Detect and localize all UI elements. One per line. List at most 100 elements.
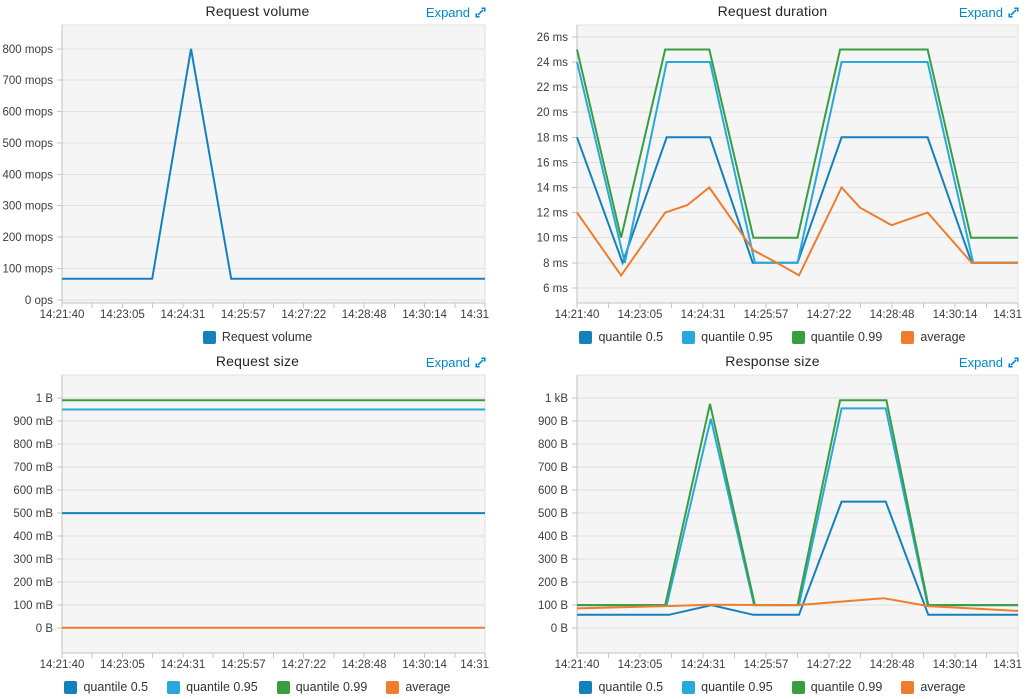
y-tick-label: 10 ms — [537, 233, 569, 245]
x-tick-label: 14:23:05 — [618, 309, 663, 321]
legend-label: quantile 0.95 — [701, 330, 773, 344]
legend-item-quantile-0.99[interactable]: quantile 0.99 — [276, 680, 368, 694]
legend-swatch — [386, 680, 400, 694]
series-line-quantile-0.99 — [576, 48, 1018, 239]
y-tick-label: 500 mops — [2, 138, 53, 150]
x-tick-label: 14:25:57 — [744, 309, 789, 321]
y-tick-label: 14 ms — [537, 183, 569, 195]
legend-label: quantile 0.95 — [186, 680, 258, 694]
y-tick-label: 200 mops — [2, 232, 53, 244]
y-tick-label: 400 B — [538, 531, 568, 543]
expand-link[interactable]: Expand — [426, 355, 487, 370]
legend-swatch — [579, 680, 593, 694]
series-line-average — [576, 597, 1019, 612]
chart-title: Request size — [215, 353, 300, 369]
y-tick-label: 20 ms — [537, 107, 569, 119]
series-line-quantile-0.5 — [577, 500, 1018, 616]
chart-panel-request-duration: Request duration Expand 6 ms 8 ms 10 ms 12 … — [515, 0, 1030, 350]
y-tick-label: 700 B — [538, 462, 568, 474]
legend-item-quantile-0.5[interactable]: quantile 0.5 — [64, 680, 148, 694]
x-tick-label: 14:21:40 — [40, 309, 85, 321]
x-tick-label: 14:28:48 — [342, 309, 387, 321]
x-tick-label: 14:31 — [993, 309, 1022, 321]
legend-swatch — [791, 330, 805, 344]
legend-item-quantile-0.99[interactable]: quantile 0.99 — [791, 680, 882, 694]
x-tick-label: 14:25:57 — [744, 659, 789, 671]
chart-panel-request-volume: Request volume Expand 0 ops 100 mops 200 m… — [0, 0, 515, 350]
x-tick-label: 14:21:40 — [555, 309, 600, 321]
legend-item-average[interactable]: average — [386, 680, 451, 694]
y-tick-label: 800 mops — [2, 44, 53, 56]
legend-item-average[interactable]: average — [901, 680, 966, 694]
x-tick-label: 14:24:31 — [681, 659, 726, 671]
x-tick-label: 14:31 — [993, 659, 1022, 671]
chart-legend: quantile 0.5 quantile 0.95 quantile 0.99 av… — [515, 330, 1030, 344]
legend-item-quantile-0.95[interactable]: quantile 0.95 — [682, 330, 773, 344]
expand-link[interactable]: Expand — [426, 5, 487, 20]
x-tick-label: 14:28:48 — [342, 659, 387, 671]
legend-label: average — [920, 680, 966, 694]
y-tick-label: 700 mB — [13, 462, 53, 474]
x-tick-label: 14:28:48 — [870, 309, 915, 321]
x-tick-label: 14:21:40 — [40, 659, 85, 671]
legend-item-quantile-0.5[interactable]: quantile 0.5 — [579, 330, 663, 344]
chart-title: Response size — [725, 353, 820, 369]
x-tick-label: 14:28:48 — [870, 659, 915, 671]
x-tick-label: 14:27:22 — [281, 309, 326, 321]
chart-canvas: 0 ops 100 mops 200 mops 300 mops 400 mops 500… — [2, 24, 489, 321]
y-tick-label: 100 mops — [2, 263, 53, 275]
legend-swatch — [167, 680, 181, 694]
series-line-average — [576, 185, 1018, 278]
chart-canvas: 6 ms 8 ms 10 ms 12 ms 14 ms 16 ms 18 ms 20 ms 22… — [537, 24, 1022, 321]
legend-swatch — [579, 330, 593, 344]
plot-background — [576, 24, 1019, 304]
legend-label: quantile 0.95 — [701, 680, 773, 694]
x-tick-label: 14:25:57 — [221, 659, 266, 671]
y-tick-label: 900 mB — [13, 416, 53, 428]
x-tick-label: 14:27:22 — [807, 309, 852, 321]
chart-legend: quantile 0.5 quantile 0.95 quantile 0.99 av… — [515, 680, 1030, 694]
y-tick-label: 600 mops — [2, 107, 53, 119]
legend-item-average[interactable]: average — [901, 330, 966, 344]
y-tick-label: 8 ms — [543, 258, 568, 270]
y-tick-label: 500 mB — [13, 508, 53, 520]
x-tick-label: 14:30:14 — [402, 659, 447, 671]
legend-label: average — [405, 680, 451, 694]
legend-item-request-volume[interactable]: Request volume — [202, 330, 312, 344]
legend-item-quantile-0.99[interactable]: quantile 0.99 — [791, 330, 882, 344]
plot-background — [61, 24, 486, 304]
expand-icon — [1008, 357, 1019, 368]
expand-label: Expand — [425, 355, 470, 370]
y-tick-label: 200 mB — [13, 577, 53, 589]
expand-icon — [475, 357, 486, 368]
x-tick-label: 14:23:05 — [100, 659, 145, 671]
y-tick-label: 24 ms — [537, 57, 569, 69]
expand-link[interactable]: Expand — [959, 355, 1020, 370]
y-tick-label: 0 B — [551, 623, 569, 635]
legend-swatch — [64, 680, 78, 694]
y-tick-label: 26 ms — [537, 32, 569, 44]
legend-swatch — [276, 680, 290, 694]
plot-background — [576, 374, 1019, 654]
expand-icon — [475, 7, 486, 18]
y-tick-label: 0 B — [36, 623, 54, 635]
legend-item-quantile-0.5[interactable]: quantile 0.5 — [579, 680, 663, 694]
legend-item-quantile-0.95[interactable]: quantile 0.95 — [167, 680, 258, 694]
legend-label: quantile 0.5 — [598, 680, 664, 694]
y-tick-label: 300 B — [538, 554, 568, 566]
y-tick-label: 200 B — [538, 577, 568, 589]
expand-icon — [1008, 7, 1019, 18]
legend-swatch — [682, 680, 696, 694]
y-tick-label: 600 mB — [13, 485, 53, 497]
y-tick-label: 600 B — [538, 485, 568, 497]
chart-legend: Request volume — [0, 330, 515, 344]
legend-label: quantile 0.99 — [295, 680, 368, 694]
expand-link[interactable]: Expand — [959, 5, 1020, 20]
x-tick-label: 14:21:40 — [555, 659, 600, 671]
x-tick-label: 14:24:31 — [160, 309, 205, 321]
x-tick-label: 14:27:22 — [281, 659, 326, 671]
y-tick-label: 1 B — [36, 393, 54, 405]
x-tick-label: 14:25:57 — [221, 309, 266, 321]
legend-item-quantile-0.95[interactable]: quantile 0.95 — [682, 680, 773, 694]
